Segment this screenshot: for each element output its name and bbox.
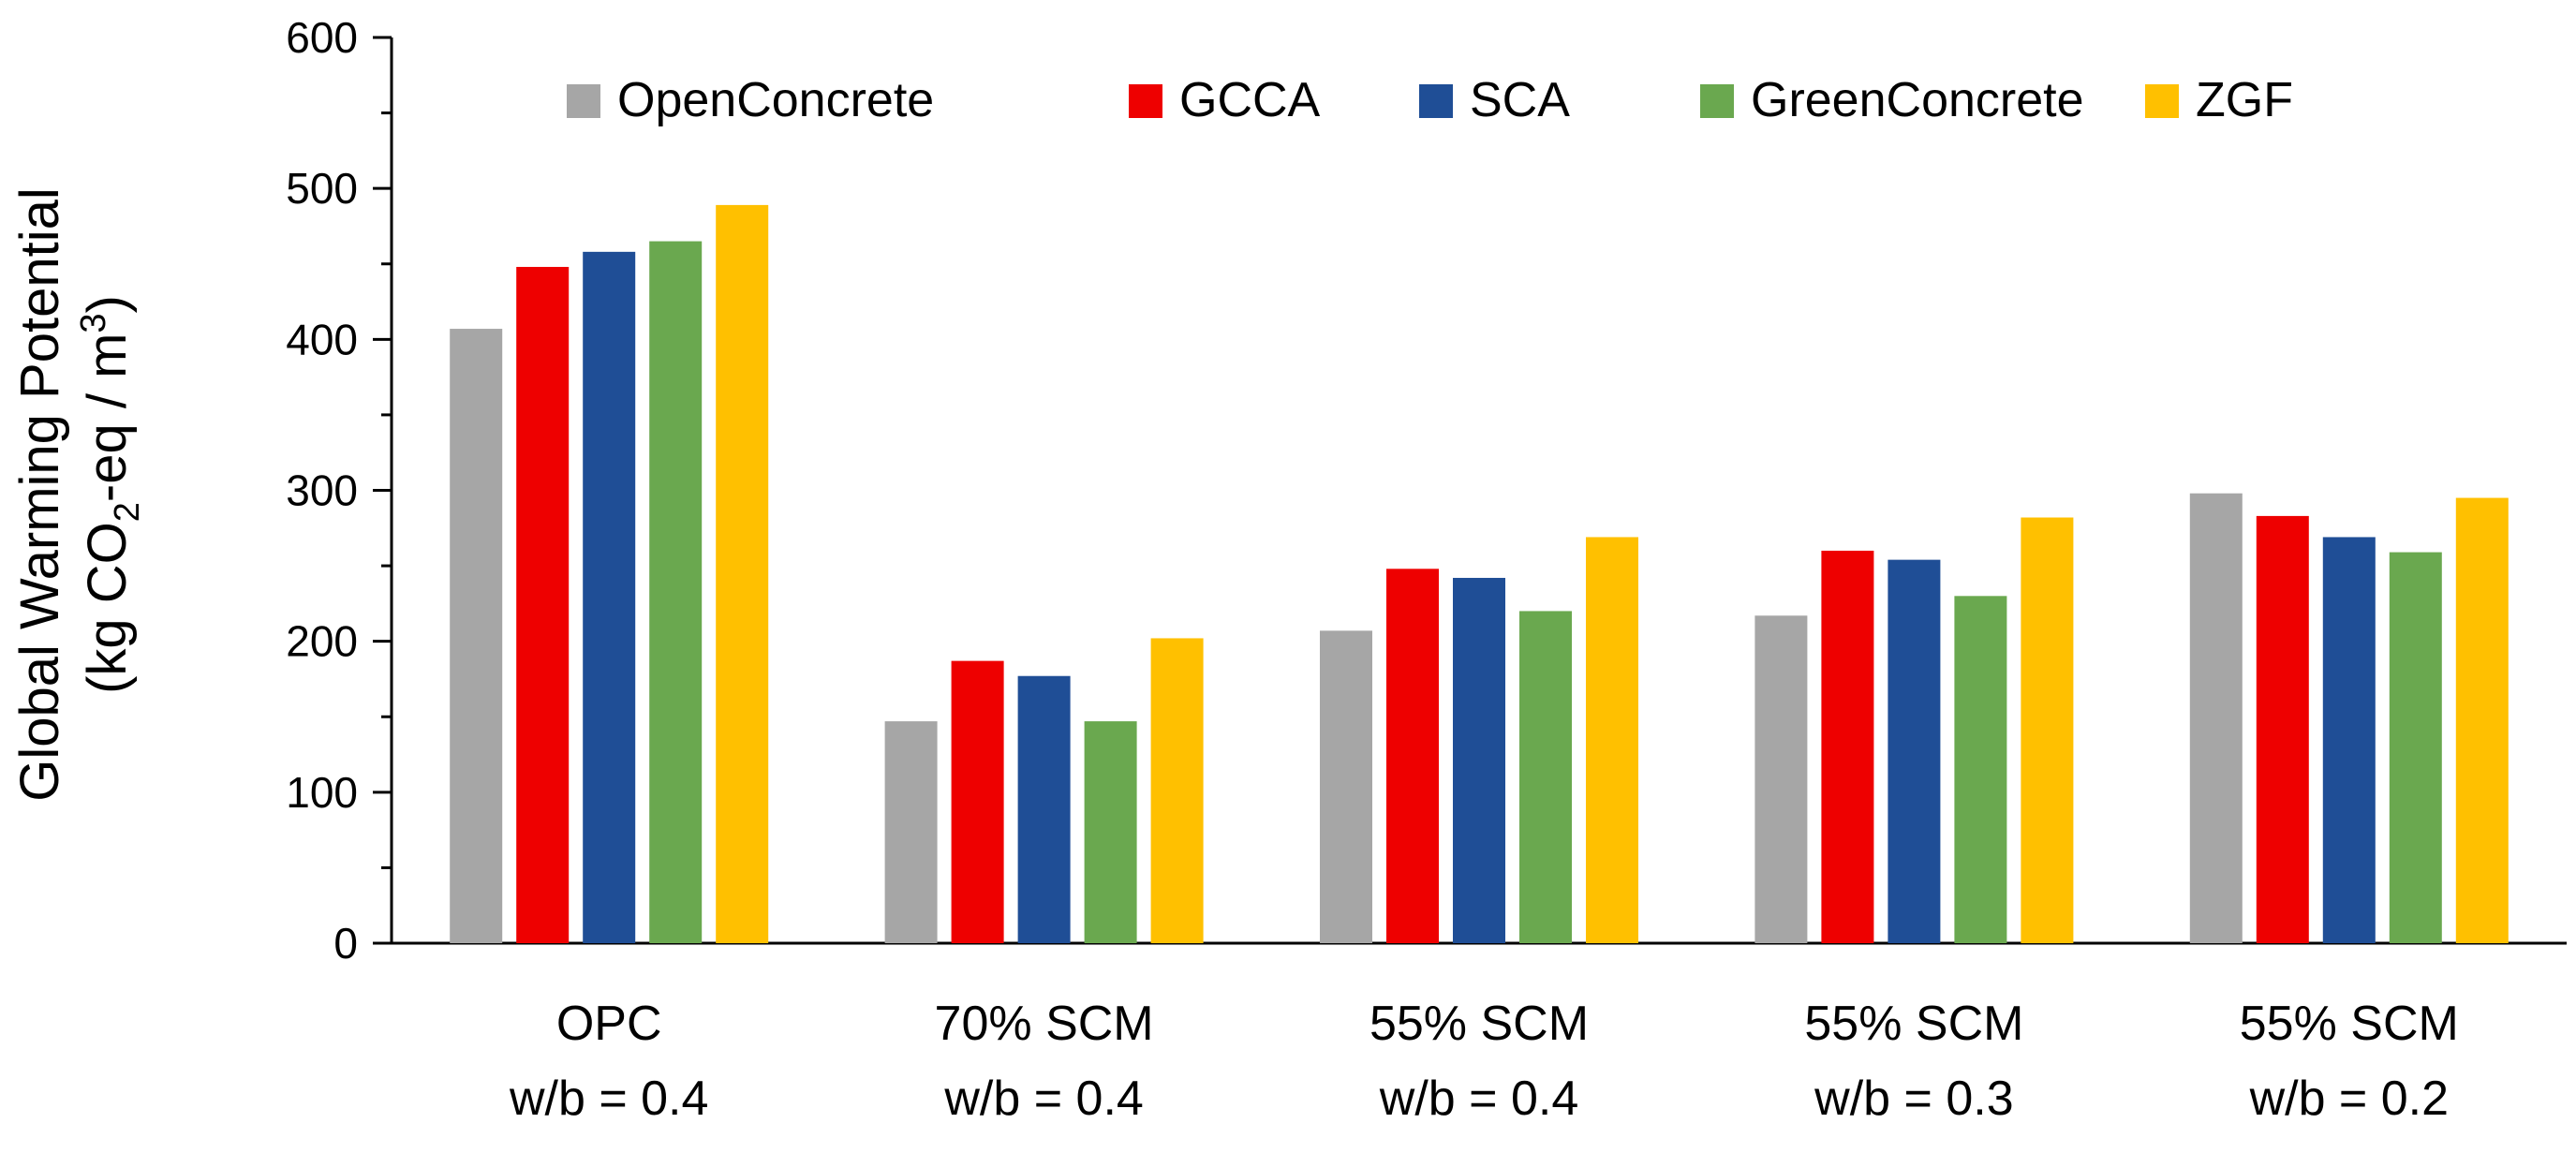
legend-swatch-openconcrete — [567, 84, 600, 118]
bar-sca-1 — [583, 251, 636, 943]
bar-zgf-2 — [1150, 638, 1204, 943]
legend-label-gcca: GCCA — [1179, 73, 1321, 127]
legend-label-openconcrete: OpenConcrete — [617, 73, 934, 127]
x-category-label: OPC — [556, 997, 662, 1051]
bar-sca-3 — [1453, 577, 1505, 943]
bars — [450, 204, 2509, 944]
x-category-label: 55% SCM — [1804, 997, 2023, 1051]
bar-greenconcrete-1 — [649, 241, 703, 943]
bar-openconcrete-3 — [1320, 630, 1372, 943]
bar-openconcrete-2 — [884, 721, 938, 943]
bar-openconcrete-5 — [2189, 493, 2243, 943]
y-tick-label: 600 — [286, 13, 358, 62]
bar-zgf-1 — [716, 204, 769, 943]
bar-sca-4 — [1888, 559, 1941, 943]
bar-openconcrete-4 — [1754, 615, 1808, 943]
y-tick-label: 300 — [286, 466, 358, 515]
bar-gcca-2 — [951, 660, 1004, 943]
legend-swatch-greenconcrete — [1700, 84, 1734, 118]
bar-greenconcrete-2 — [1084, 721, 1137, 943]
y-tick-label: 200 — [286, 617, 358, 666]
y-axis-title-line1: Global Warming Potential — [9, 187, 70, 801]
bar-greenconcrete-5 — [2389, 552, 2442, 943]
legend-label-greenconcrete: GreenConcrete — [1751, 73, 2084, 127]
y-axis-title-line2: (kg CO2-eq / m3) — [74, 295, 147, 694]
y-tick-label: 0 — [333, 919, 358, 968]
bar-zgf-5 — [2455, 497, 2509, 943]
x-category-sublabel: w/b = 0.4 — [943, 1072, 1143, 1126]
y-tick-label: 500 — [286, 164, 358, 213]
x-axis-categories: OPC w/b = 0.4 70% SCM w/b = 0.4 55% SCM w/b =… — [509, 997, 2459, 1126]
x-category-label: 70% SCM — [935, 997, 1154, 1051]
bar-gcca-1 — [516, 266, 570, 943]
bar-gcca-3 — [1386, 569, 1439, 943]
legend-label-sca: SCA — [1470, 73, 1570, 127]
y-tick-label: 400 — [286, 315, 358, 363]
bar-greenconcrete-4 — [1954, 596, 2007, 943]
bar-greenconcrete-3 — [1519, 611, 1572, 943]
legend: OpenConcrete GCCA SCA GreenConcrete ZGF — [567, 73, 2293, 127]
x-category-sublabel: w/b = 0.4 — [509, 1072, 708, 1126]
bar-zgf-3 — [1586, 537, 1638, 943]
x-category-label: 55% SCM — [1369, 997, 1589, 1051]
y-axis-title: Global Warming Potential (kg CO2-eq / m3… — [9, 187, 147, 801]
legend-swatch-gcca — [1129, 84, 1162, 118]
legend-label-zgf: ZGF — [2196, 73, 2293, 127]
bar-sca-5 — [2322, 537, 2376, 943]
legend-swatch-sca — [1419, 84, 1453, 118]
bar-gcca-5 — [2256, 515, 2309, 943]
bar-zgf-4 — [2021, 517, 2074, 943]
legend-swatch-zgf — [2145, 84, 2179, 118]
bar-sca-2 — [1017, 675, 1071, 943]
bar-openconcrete-1 — [450, 329, 503, 944]
x-category-sublabel: w/b = 0.3 — [1814, 1072, 2013, 1126]
x-category-sublabel: w/b = 0.2 — [2249, 1072, 2449, 1126]
x-category-sublabel: w/b = 0.4 — [1379, 1072, 1578, 1126]
bar-gcca-4 — [1821, 550, 1874, 943]
y-tick-label: 100 — [286, 768, 358, 817]
y-axis-ticks: 0 100 200 300 400 500 600 — [286, 13, 392, 968]
x-category-label: 55% SCM — [2240, 997, 2459, 1051]
